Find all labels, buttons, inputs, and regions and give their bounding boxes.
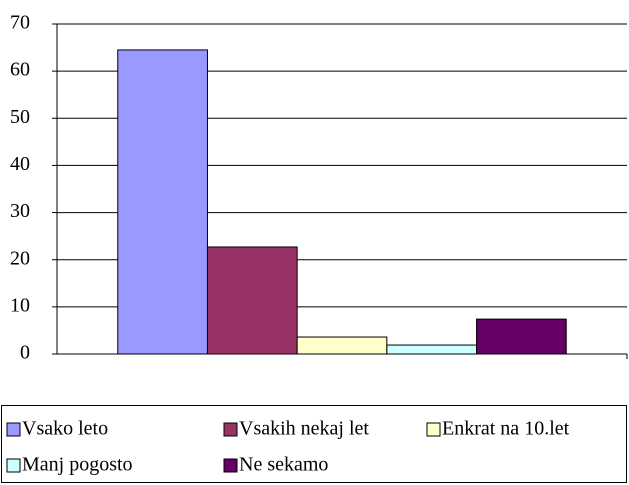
bar bbox=[117, 49, 208, 355]
legend-label: Ne sekamo bbox=[239, 454, 328, 476]
y-tick-label: 70 bbox=[10, 12, 30, 34]
legend-swatch bbox=[223, 422, 238, 437]
legend-swatch bbox=[426, 422, 441, 437]
legend-label: Enkrat na 10.let bbox=[442, 418, 570, 440]
legend-swatch bbox=[6, 422, 21, 437]
legend-label: Manj pogosto bbox=[22, 454, 133, 476]
bar bbox=[206, 246, 298, 355]
y-tick-label: 20 bbox=[10, 247, 30, 269]
bar bbox=[476, 318, 567, 355]
legend-label: Vsako leto bbox=[22, 418, 108, 440]
bar bbox=[296, 336, 388, 355]
y-tick-label: 40 bbox=[10, 153, 30, 175]
legend-swatch bbox=[223, 458, 238, 473]
legend-box bbox=[1, 405, 627, 483]
bar bbox=[386, 344, 478, 355]
y-tick-label: 10 bbox=[10, 294, 30, 316]
legend-label: Vsakih nekaj let bbox=[239, 418, 369, 440]
y-tick-label: 0 bbox=[20, 342, 30, 364]
y-tick-label: 50 bbox=[10, 106, 30, 128]
y-tick-label: 60 bbox=[10, 59, 30, 81]
legend-swatch bbox=[6, 458, 21, 473]
y-tick-label: 30 bbox=[10, 200, 30, 222]
